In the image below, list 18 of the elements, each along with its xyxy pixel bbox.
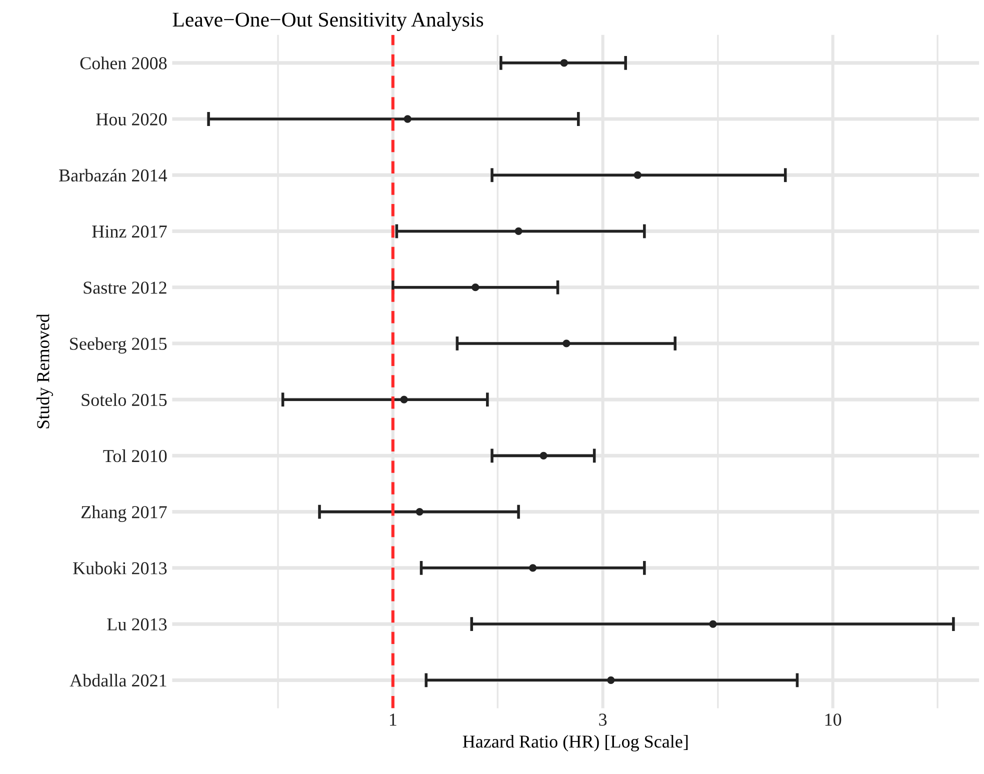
- y-tick-label: Hinz 2017: [92, 225, 167, 238]
- x-tick-label: 1: [390, 714, 396, 726]
- y-tick-label: Sotelo 2015: [82, 393, 167, 406]
- y-tick-label: Sastre 2012: [84, 282, 166, 294]
- y-tick-label: Tol 2010: [103, 449, 167, 462]
- y-tick-label: Hou 2020: [96, 113, 167, 126]
- y-tick-label: Abdalla 2021: [70, 674, 166, 687]
- x-tick-label: 10: [825, 714, 842, 726]
- chart-title: Leave−One−Out Sensitivity Analysis: [172, 12, 484, 31]
- y-tick-label: Seeberg 2015: [70, 337, 167, 354]
- x-axis-title: Hazard Ratio (HR) [Log Scale]: [462, 735, 688, 752]
- x-tick-label: 3: [599, 714, 607, 726]
- y-tick-label: Barbazán 2014: [59, 168, 168, 182]
- y-tick-label: Lu 2013: [107, 618, 167, 630]
- y-axis-title: Study Removed: [36, 314, 53, 428]
- y-tick-label: Zhang 2017: [81, 506, 167, 522]
- y-tick-label: Kuboki 2013: [73, 562, 167, 574]
- y-tick-label: Cohen 2008: [80, 56, 167, 70]
